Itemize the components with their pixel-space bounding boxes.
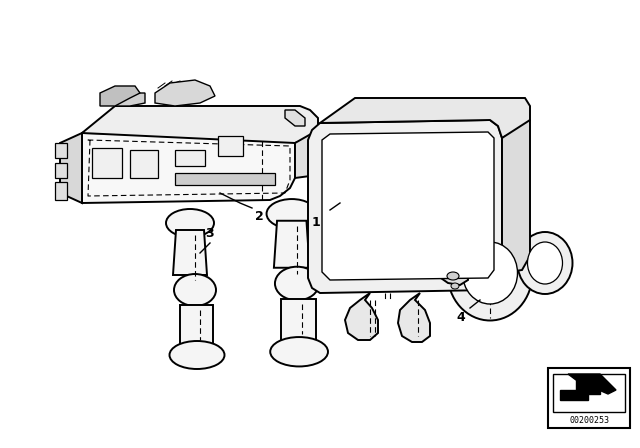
Text: 2: 2 — [255, 210, 264, 223]
Polygon shape — [82, 106, 318, 143]
Bar — [130, 150, 158, 178]
Text: 1: 1 — [311, 216, 320, 229]
Text: 3: 3 — [205, 227, 214, 240]
Ellipse shape — [275, 267, 319, 300]
Polygon shape — [281, 299, 316, 341]
Polygon shape — [308, 120, 502, 293]
Polygon shape — [100, 86, 140, 106]
Polygon shape — [568, 374, 616, 394]
Ellipse shape — [463, 242, 518, 304]
Bar — [548, 368, 630, 428]
Ellipse shape — [451, 283, 459, 289]
Ellipse shape — [447, 272, 459, 280]
Polygon shape — [322, 132, 494, 280]
Ellipse shape — [270, 337, 328, 366]
Bar — [218, 136, 243, 156]
Polygon shape — [345, 293, 378, 340]
Polygon shape — [285, 110, 305, 126]
Ellipse shape — [266, 199, 317, 228]
Polygon shape — [502, 120, 530, 273]
Polygon shape — [295, 130, 318, 178]
Polygon shape — [173, 230, 207, 275]
Ellipse shape — [166, 209, 214, 237]
Bar — [55, 182, 67, 200]
Bar — [55, 143, 67, 158]
Polygon shape — [398, 293, 430, 342]
Polygon shape — [560, 380, 600, 400]
Ellipse shape — [447, 225, 532, 320]
Bar — [92, 148, 122, 178]
Bar — [175, 173, 275, 185]
Ellipse shape — [174, 274, 216, 306]
Bar — [553, 374, 625, 412]
Ellipse shape — [518, 232, 573, 294]
Ellipse shape — [527, 242, 563, 284]
Polygon shape — [274, 221, 310, 268]
Polygon shape — [180, 305, 213, 345]
Bar — [55, 163, 67, 178]
Polygon shape — [60, 133, 82, 203]
Text: 4: 4 — [456, 311, 465, 324]
Polygon shape — [435, 253, 468, 285]
Polygon shape — [82, 133, 295, 203]
Polygon shape — [320, 98, 530, 138]
Ellipse shape — [170, 341, 225, 369]
Polygon shape — [115, 93, 145, 106]
Text: 00200253: 00200253 — [569, 415, 609, 425]
Bar — [175, 150, 205, 166]
Polygon shape — [155, 80, 215, 106]
